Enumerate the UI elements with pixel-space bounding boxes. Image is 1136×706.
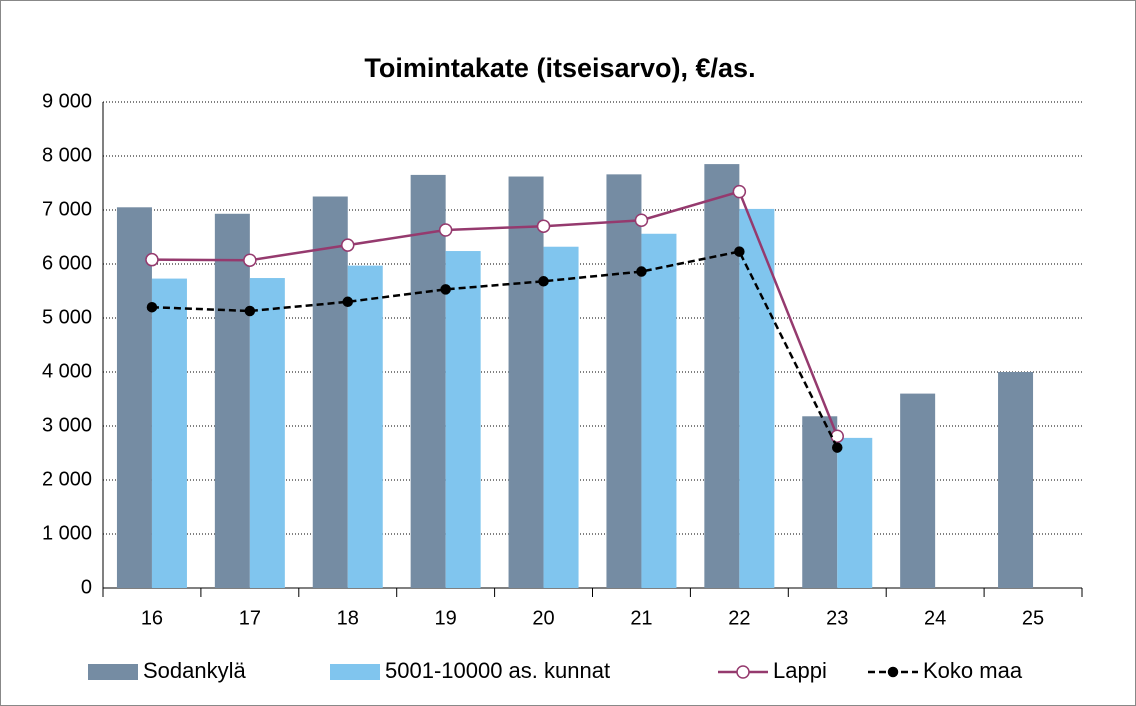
line [151, 190, 839, 437]
legend-label: Sodankylä [143, 658, 247, 683]
marker [732, 184, 747, 199]
x-tick-label: 20 [532, 607, 554, 629]
bar [249, 278, 285, 588]
bar [445, 251, 481, 589]
marker [440, 284, 451, 295]
marker [244, 305, 256, 317]
y-tick-label: 8 000 [42, 144, 92, 166]
legend-label: Koko maa [923, 658, 1023, 683]
legend-swatch [330, 664, 380, 680]
line [151, 250, 839, 449]
marker [634, 213, 649, 228]
legend-label: 5001-10000 as. kunnat [385, 658, 610, 683]
x-tick-label: 23 [826, 607, 848, 629]
marker [145, 252, 159, 267]
y-tick-label: 1 000 [42, 522, 92, 544]
bar [214, 213, 250, 588]
y-tick-label: 5 000 [42, 306, 92, 328]
bar [837, 437, 873, 588]
y-tick-label: 7 000 [42, 198, 92, 220]
x-tick-label: 22 [728, 607, 750, 629]
marker [734, 246, 745, 257]
marker [243, 253, 257, 267]
x-tick-label: 25 [1022, 607, 1044, 629]
bar [508, 176, 544, 588]
marker [832, 442, 843, 453]
marker [538, 276, 549, 287]
x-tick-label: 19 [435, 607, 457, 629]
bar [998, 372, 1034, 588]
legend-marker [736, 665, 750, 679]
bar [543, 246, 579, 588]
marker [342, 296, 353, 308]
x-tick-label: 18 [337, 607, 359, 629]
bar [116, 207, 152, 589]
x-tick-label: 17 [239, 607, 261, 629]
bar [151, 278, 187, 588]
y-tick-label: 4 000 [42, 360, 92, 382]
y-tick-label: 2 000 [42, 468, 92, 490]
marker [438, 223, 453, 237]
legend-label: Lappi [773, 658, 827, 683]
bar [704, 164, 740, 588]
marker [636, 266, 647, 277]
y-tick-label: 3 000 [42, 414, 92, 436]
x-tick-label: 21 [630, 607, 652, 629]
legend-swatch [88, 664, 138, 680]
bar [739, 208, 775, 589]
bar [802, 416, 838, 588]
y-tick-label: 9 000 [42, 90, 92, 112]
y-tick-label: 0 [81, 576, 92, 598]
bar [410, 174, 446, 588]
bar [606, 174, 642, 589]
chart-title: Toimintakate (itseisarvo), €/as. [364, 53, 755, 83]
bar [312, 196, 348, 588]
x-tick-label: 16 [141, 607, 163, 629]
marker [830, 429, 844, 444]
y-tick-label: 6 000 [42, 252, 92, 274]
bar [347, 265, 383, 588]
marker [536, 219, 551, 233]
marker [341, 238, 355, 252]
marker [146, 301, 158, 313]
legend-marker [887, 666, 899, 678]
bar [900, 393, 936, 588]
x-tick-label: 24 [924, 607, 946, 629]
bar [641, 233, 677, 588]
